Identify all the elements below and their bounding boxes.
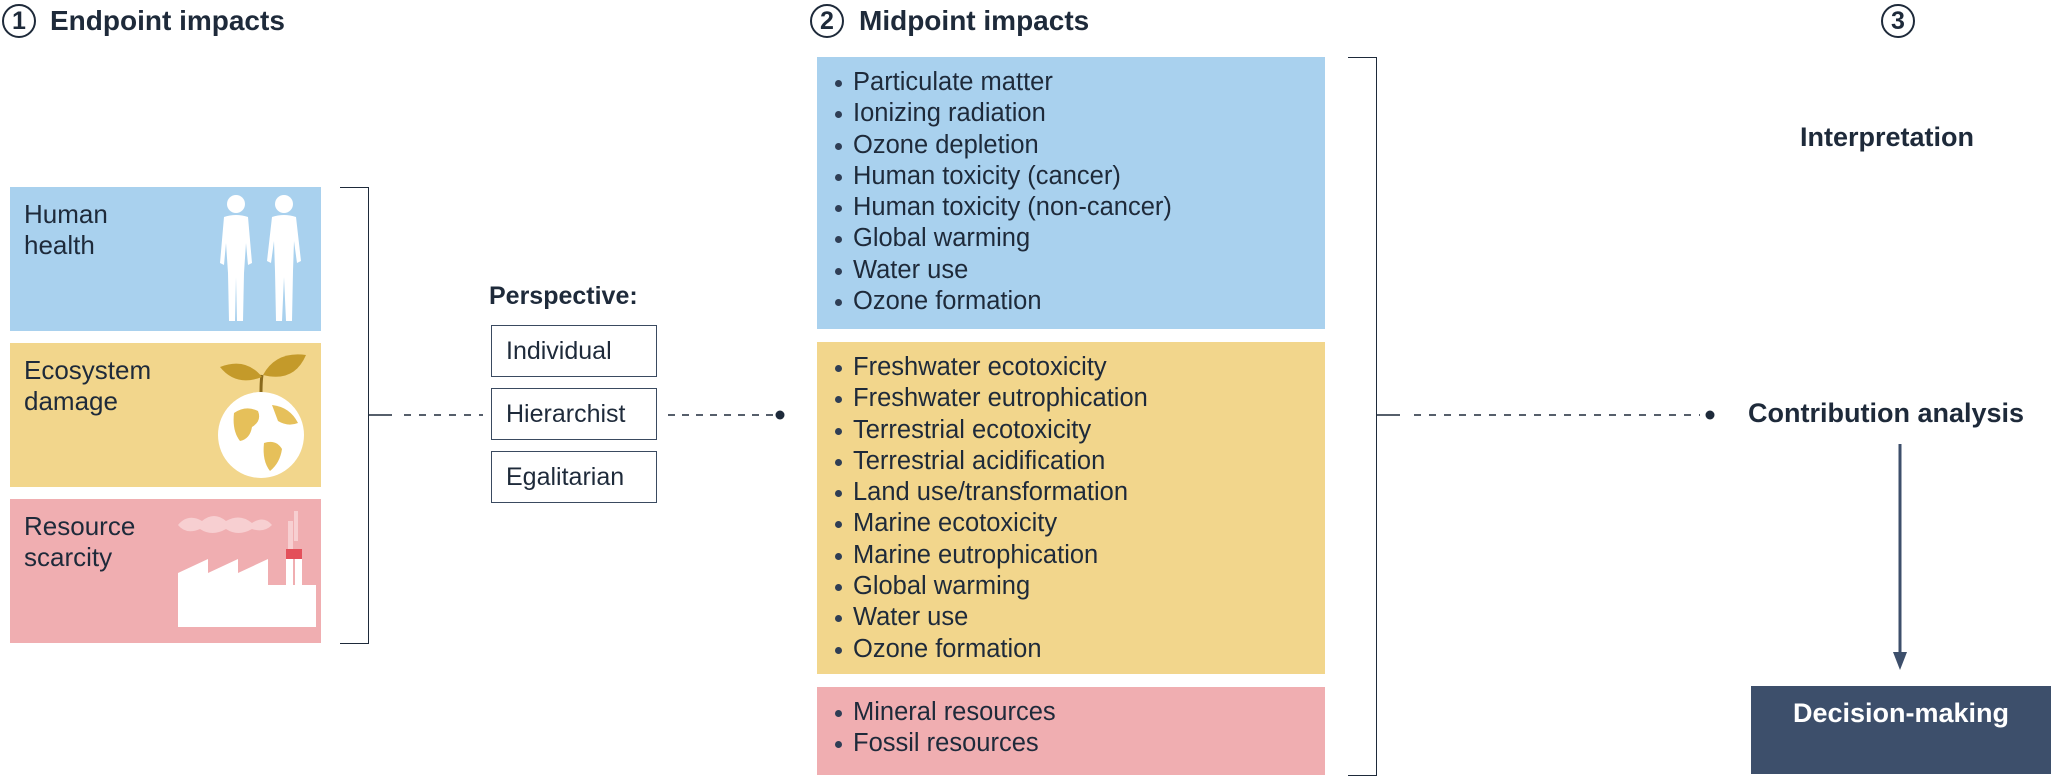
step-number-3: 3 [1881, 4, 1915, 38]
midpoint-item: Ozone formation [833, 634, 1325, 665]
midpoint-item: Freshwater ecotoxicity [833, 352, 1325, 383]
midpoint-item: Terrestrial acidification [833, 446, 1325, 477]
midpoint-item: Ozone depletion [833, 130, 1325, 161]
endpoint-resource-scarcity: Resource scarcity [10, 499, 321, 643]
midpoint-group-ecosystem: Freshwater ecotoxicity Freshwater eutroph… [817, 342, 1325, 674]
midpoint-item: Ionizing radiation [833, 98, 1325, 129]
contribution-analysis-label: Contribution analysis [1748, 398, 2025, 428]
midpoint-item: Freshwater eutrophication [833, 383, 1325, 414]
endpoint-label: Human health [24, 199, 108, 260]
midpoint-item: Terrestrial ecotoxicity [833, 415, 1325, 446]
midpoint-item: Water use [833, 602, 1325, 633]
connector-dashed-line [368, 414, 483, 416]
perspective-hierarchist: Hierarchist [491, 388, 657, 440]
connector-dashed-line [668, 410, 785, 420]
midpoint-bracket [1348, 57, 1377, 776]
midpoint-item: Particulate matter [833, 67, 1325, 98]
factory-icon [178, 511, 316, 627]
endpoint-human-health: Human health [10, 187, 321, 331]
midpoint-item: Fossil resources [833, 728, 1325, 759]
midpoint-item: Global warming [833, 223, 1325, 254]
perspective-egalitarian: Egalitarian [491, 451, 657, 503]
step-number-1: 1 [2, 4, 36, 38]
midpoint-item: Human toxicity (cancer) [833, 161, 1325, 192]
connector-dashed-line [1376, 410, 1715, 420]
endpoint-label: Resource scarcity [24, 511, 136, 572]
midpoint-item: Ozone formation [833, 286, 1325, 317]
midpoint-item: Marine eutrophication [833, 540, 1325, 571]
midpoint-item: Land use/transformation [833, 477, 1325, 508]
endpoint-title: Endpoint impacts [50, 5, 285, 36]
midpoint-group-resources: Mineral resources Fossil resources [817, 687, 1325, 775]
interpretation-label: Interpretation [1800, 122, 1975, 152]
midpoint-item: Marine ecotoxicity [833, 508, 1325, 539]
endpoint-bracket [340, 187, 369, 644]
human-figures-icon [220, 195, 301, 321]
midpoint-list: Freshwater ecotoxicity Freshwater eutroph… [833, 352, 1325, 665]
perspective-title: Perspective: [489, 282, 638, 310]
endpoint-label: Ecosystem damage [24, 355, 152, 416]
midpoint-item: Mineral resources [833, 697, 1325, 728]
midpoint-list: Mineral resources Fossil resources [833, 697, 1325, 760]
midpoint-item: Global warming [833, 571, 1325, 602]
midpoint-group-health: Particulate matter Ionizing radiation Ozon… [817, 57, 1325, 329]
decision-making-box: Decision-making [1751, 686, 2051, 774]
perspective-individual: Individual [491, 325, 657, 377]
midpoint-item: Water use [833, 255, 1325, 286]
midpoint-title: Midpoint impacts [859, 5, 1090, 36]
step-number-2: 2 [810, 4, 844, 38]
midpoint-item: Human toxicity (non-cancer) [833, 192, 1325, 223]
endpoint-ecosystem-damage: Ecosystem damage [10, 343, 321, 487]
midpoint-list: Particulate matter Ionizing radiation Ozon… [833, 67, 1325, 317]
down-arrow-icon [1893, 444, 1907, 670]
globe-sprout-icon [218, 354, 306, 478]
